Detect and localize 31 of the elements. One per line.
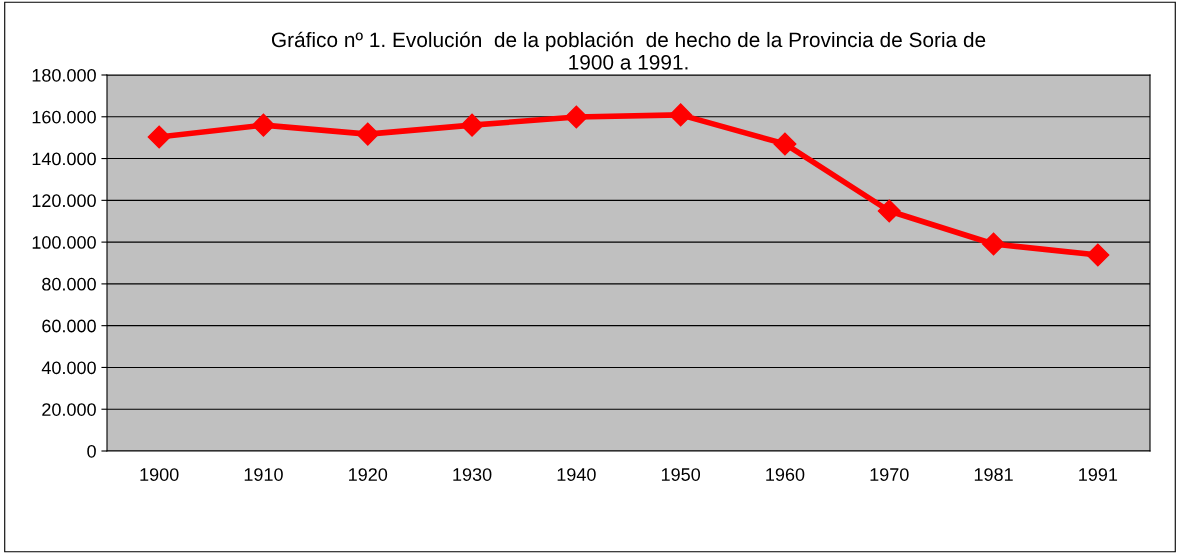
- point: [356, 122, 380, 146]
- x-tick-label: 1981: [974, 468, 1013, 481]
- x-tick-label: 1930: [453, 468, 492, 481]
- y-tick-label: 120.000: [32, 194, 96, 208]
- x-tick-label: 1960: [766, 468, 805, 481]
- y-tick-label: 60.000: [42, 319, 96, 333]
- y-tick-label: 180.000: [32, 68, 96, 82]
- point: [251, 113, 275, 137]
- y-tick-label: 0: [87, 444, 96, 458]
- x-tick-label: 1900: [140, 468, 179, 481]
- y-tick-label: 100.000: [32, 236, 96, 249]
- point: [669, 103, 693, 127]
- point: [982, 232, 1006, 256]
- y-tick-label: 80.000: [42, 277, 96, 291]
- y-tick-label: 40.000: [41, 361, 96, 375]
- x-tick-label: 1991: [1079, 468, 1118, 481]
- x-tick-label: 1970: [870, 468, 909, 481]
- point: [877, 199, 901, 223]
- y-tick-label: 20.000: [42, 403, 96, 416]
- point: [564, 105, 588, 129]
- x-tick-label: 1910: [244, 468, 283, 481]
- point: [773, 132, 797, 156]
- y-tick-label: 140.000: [32, 152, 96, 166]
- x-tick-label: 1920: [349, 468, 388, 481]
- x-tick-label: 1950: [661, 468, 701, 481]
- point: [1086, 243, 1110, 267]
- x-tick-label: 1940: [557, 468, 596, 481]
- point: [147, 125, 171, 149]
- point: [460, 113, 484, 137]
- chart-title: Gráfico nº 1. Evolución de la población de hecho de la Provincia de Soria de 1900 a 1991.: [271, 31, 986, 70]
- y-tick-label: 160.000: [32, 110, 96, 124]
